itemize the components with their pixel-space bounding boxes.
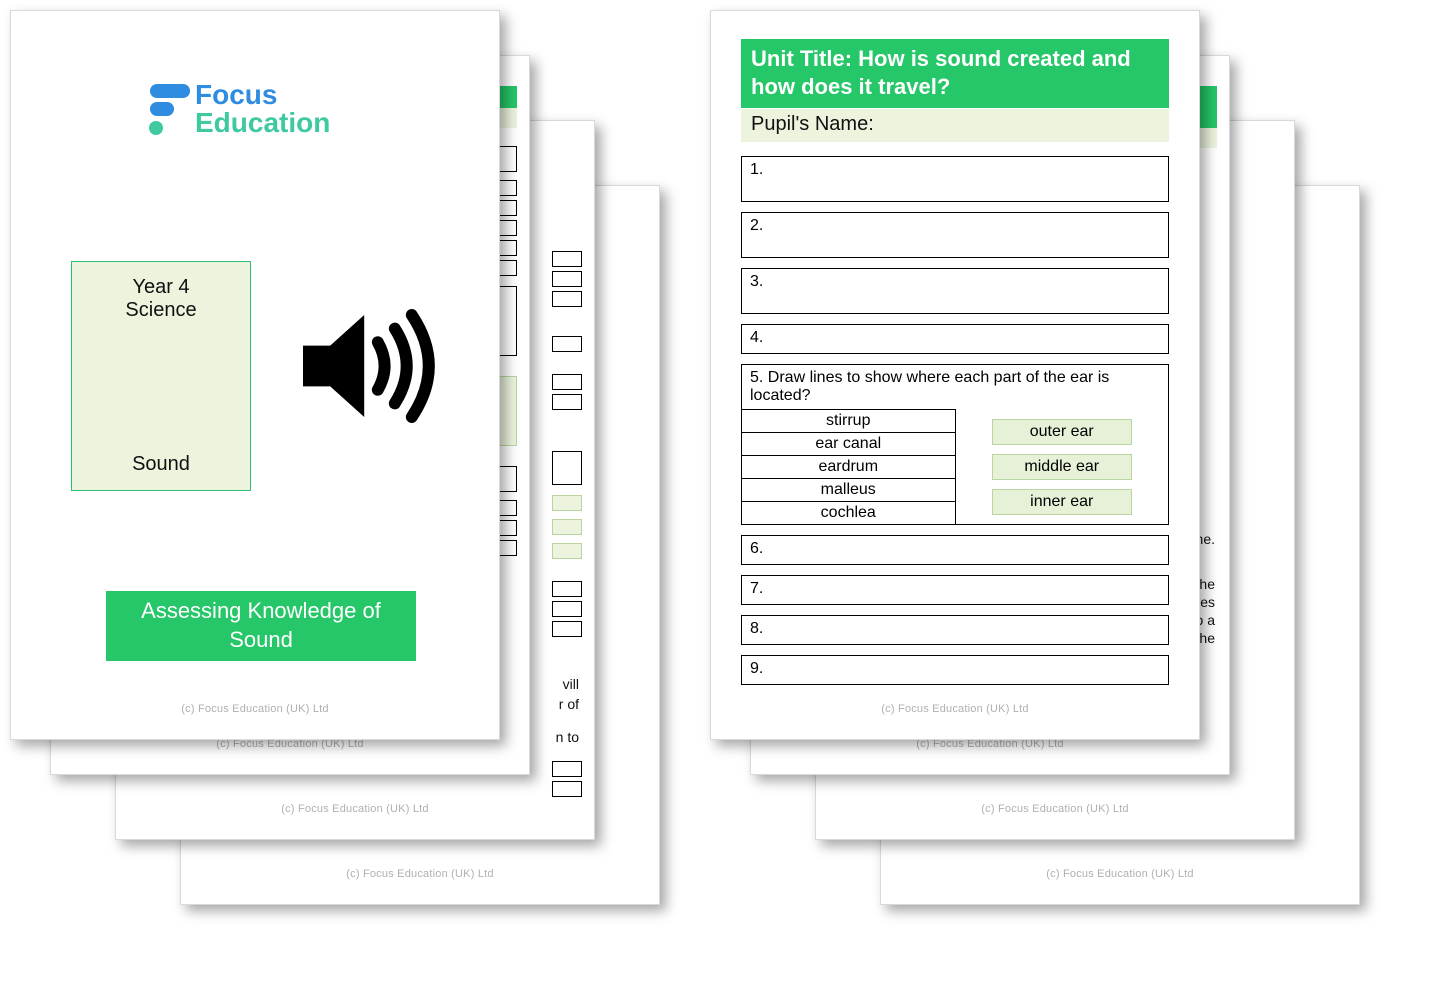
- frag-left-vill: vill: [563, 676, 579, 692]
- question-8[interactable]: 8.: [741, 615, 1169, 645]
- question-6[interactable]: 6.: [741, 535, 1169, 565]
- logo-mark-icon: [141, 81, 185, 137]
- frag-left-rof: r of: [559, 696, 579, 712]
- logo-line2: Education: [195, 109, 330, 137]
- q5-option[interactable]: outer ear: [992, 419, 1132, 445]
- footer-text: (c) Focus Education (UK) Ltd: [181, 868, 659, 880]
- question-1[interactable]: 1.: [741, 156, 1169, 202]
- button-line1: Assessing Knowledge of: [141, 597, 381, 626]
- footer-text: (c) Focus Education (UK) Ltd: [116, 803, 594, 815]
- question-9[interactable]: 9.: [741, 655, 1169, 685]
- question-7[interactable]: 7.: [741, 575, 1169, 605]
- question-2[interactable]: 2.: [741, 212, 1169, 258]
- q5-right-column: outer ear middle ear inner ear: [956, 409, 1169, 524]
- left-stack: (c) Focus Education (UK) Ltd vill r of n…: [0, 0, 720, 995]
- q5-left-column: stirrup ear canal eardrum malleus cochle…: [742, 409, 956, 524]
- sound-icon: [286, 281, 456, 451]
- worksheet-page: Unit Title: How is sound created and how…: [710, 10, 1200, 740]
- question-5[interactable]: 5. Draw lines to show where each part of…: [741, 364, 1169, 525]
- q5-left-item: malleus: [742, 478, 955, 501]
- logo: Focus Education: [141, 81, 330, 137]
- question-5-prompt: 5. Draw lines to show where each part of…: [742, 365, 1168, 409]
- button-line2: Sound: [229, 626, 293, 655]
- unit-title: Unit Title: How is sound created and how…: [741, 39, 1169, 108]
- q5-left-item: stirrup: [742, 409, 955, 432]
- footer-text: (c) Focus Education (UK) Ltd: [816, 803, 1294, 815]
- q5-option[interactable]: inner ear: [992, 489, 1132, 515]
- footer-text: (c) Focus Education (UK) Ltd: [11, 703, 499, 715]
- subject-bottom: Sound: [72, 453, 250, 476]
- question-3[interactable]: 3.: [741, 268, 1169, 314]
- subject-line2: Science: [72, 299, 250, 322]
- pupil-name-label: Pupil's Name:: [741, 108, 1169, 142]
- q5-left-item: eardrum: [742, 455, 955, 478]
- footer-text: (c) Focus Education (UK) Ltd: [711, 703, 1199, 715]
- frag-left-nto: n to: [556, 729, 579, 745]
- question-4[interactable]: 4.: [741, 324, 1169, 354]
- frag-right-he: he: [1199, 576, 1215, 592]
- front-page: Focus Education Year 4 Science Sound Ass…: [10, 10, 500, 740]
- assessment-title-box: Assessing Knowledge of Sound: [106, 591, 416, 661]
- subject-box: Year 4 Science Sound: [71, 261, 251, 491]
- right-stack: (c) Focus Education (UK) Ltd (c) Focus E…: [700, 0, 1440, 995]
- q5-left-item: ear canal: [742, 432, 955, 455]
- q5-option[interactable]: middle ear: [992, 454, 1132, 480]
- subject-line1: Year 4: [72, 276, 250, 299]
- footer-text: (c) Focus Education (UK) Ltd: [881, 868, 1359, 880]
- logo-line1: Focus: [195, 81, 330, 109]
- q5-left-item: cochlea: [742, 501, 955, 524]
